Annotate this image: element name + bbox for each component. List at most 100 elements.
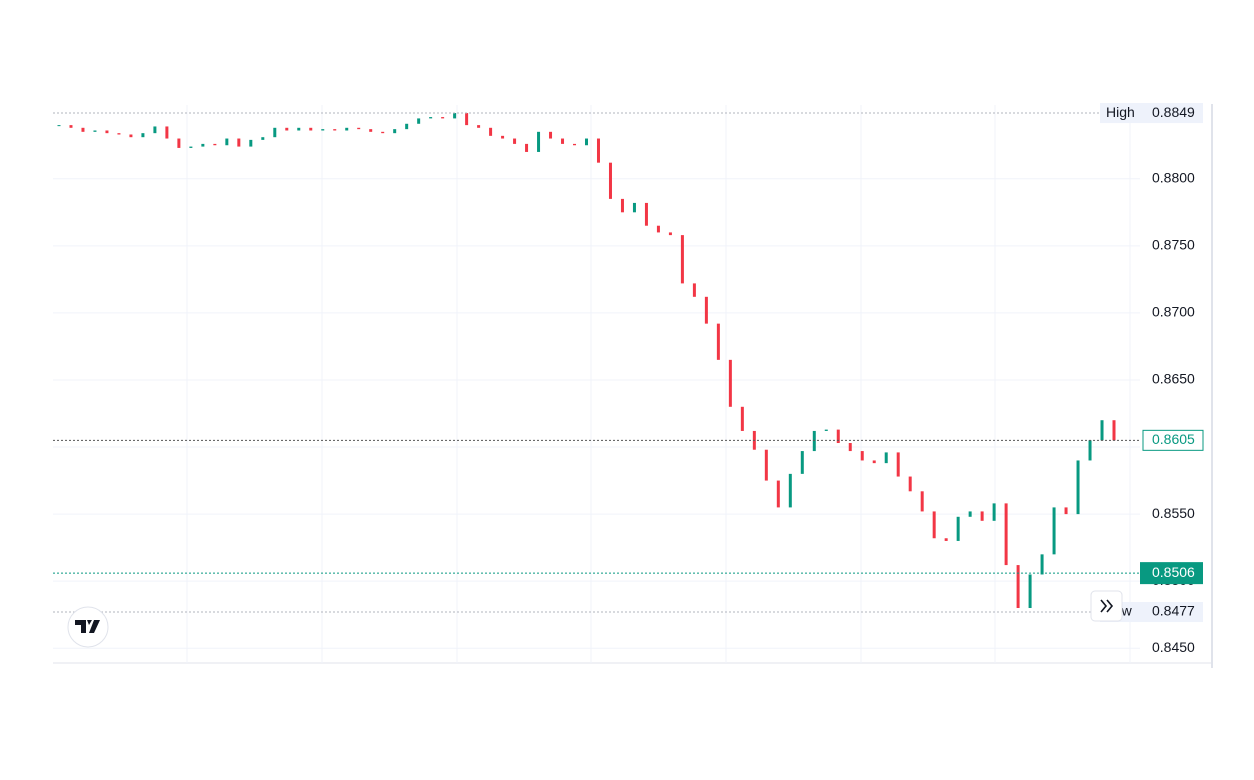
logo-mark [75,620,100,633]
candle [836,429,840,444]
candle [716,323,720,360]
candle [237,138,241,147]
candle [944,538,948,541]
candle [728,359,732,407]
candle [764,449,768,481]
candle [980,511,984,521]
scroll-icon [1100,599,1114,613]
price-label-box [1100,103,1203,124]
candle [153,126,157,134]
candle [561,138,565,144]
candle [249,139,253,147]
candle [596,138,600,163]
candle [345,127,349,131]
candle [632,202,636,213]
candle [429,117,433,119]
candle [704,296,708,324]
candle [812,430,816,452]
candle [477,125,481,128]
candle [93,130,97,132]
frame [53,104,1213,668]
candle [261,137,265,140]
candle [537,131,541,152]
candle [441,117,445,119]
candle [297,127,301,131]
candle [800,451,804,474]
y-tick-label: 0.8700 [1152,304,1195,320]
candle [381,131,385,134]
y-tick-label: 0.8450 [1152,639,1195,655]
candle [1016,565,1020,609]
candle [273,127,277,138]
candle [848,443,852,452]
candle [393,129,397,134]
candle [740,406,744,431]
candle [824,429,828,431]
candle [453,113,457,119]
candle [680,235,684,284]
price-label-box [1140,562,1203,585]
candle [860,451,864,461]
candle [573,143,577,146]
candle [1064,507,1068,515]
candle [513,138,517,144]
candle [465,113,469,126]
candle [165,126,169,139]
candle [69,125,73,128]
candle [1076,460,1080,515]
candle [920,491,924,512]
candle [788,473,792,508]
y-tick-label: 0.8750 [1152,237,1195,253]
candle [309,127,313,131]
candle [992,503,996,521]
y-tick-label: 0.8550 [1152,505,1195,521]
price-label-value: 0.8506 [1152,564,1195,580]
candle [525,143,529,152]
candle [549,131,553,139]
candle [1100,420,1104,441]
candle [644,202,648,226]
candle [141,133,145,138]
candle [932,511,936,539]
candle [896,452,900,477]
candle [620,198,624,213]
candle [417,118,421,124]
candle [692,283,696,297]
candle [81,127,85,132]
candle [956,516,960,541]
candle [189,146,193,148]
candle [321,129,325,131]
candle [1004,503,1008,566]
candle [501,135,505,139]
candle [1028,574,1032,609]
price-label-value: 0.8477 [1152,603,1195,619]
candle [968,511,972,517]
candle [608,162,612,199]
candle [57,125,61,127]
candle [1040,554,1044,575]
candle [668,232,672,236]
candle [776,480,780,508]
y-tick-label: 0.8650 [1152,371,1195,387]
price-label-box [1142,429,1204,451]
candle [1112,420,1116,441]
candle [117,133,121,135]
candle [656,225,660,233]
candle [908,476,912,492]
candle [1052,507,1056,555]
candle [129,134,133,138]
candle [357,127,361,130]
y-tick-label: 0.8800 [1152,169,1195,185]
candle [225,138,229,146]
candle [201,143,205,147]
price-label-name: High [1106,104,1135,120]
price-label-value: 0.8849 [1152,104,1195,120]
candle [177,138,181,148]
candle [105,130,109,134]
candle [405,123,409,130]
candle [285,127,289,131]
candle [333,129,337,131]
price-label-box [1100,602,1203,623]
candle [213,143,217,146]
